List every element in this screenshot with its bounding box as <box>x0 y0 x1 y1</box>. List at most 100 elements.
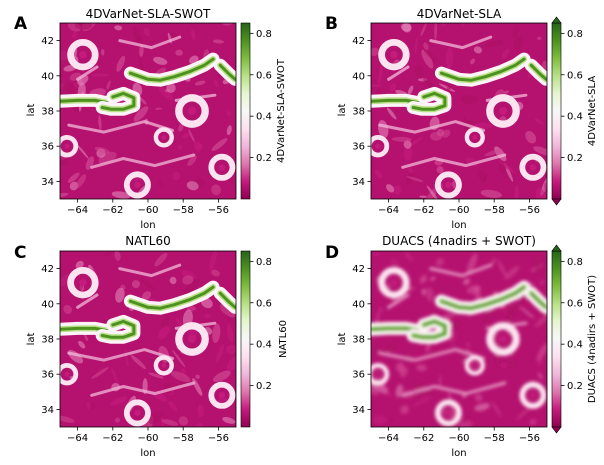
texture-blob <box>477 169 487 183</box>
texture-blob <box>111 191 131 199</box>
texture-blob <box>143 27 151 37</box>
eddy-core <box>161 363 167 368</box>
texture-blob <box>513 35 524 51</box>
x-tick-label: −64 <box>378 205 399 216</box>
texture-blob <box>153 56 168 65</box>
texture-blob <box>379 307 383 313</box>
eddy-core <box>390 279 398 287</box>
texture-blob <box>116 55 126 72</box>
texture-blob <box>161 419 179 426</box>
texture-blob <box>158 181 163 187</box>
y-tick-label: 36 <box>41 142 54 153</box>
y-tick-label: 34 <box>352 177 365 188</box>
texture-blob <box>114 251 121 261</box>
texture-blob <box>386 184 395 193</box>
x-tick-label: −62 <box>102 205 123 216</box>
eddy-core <box>375 371 381 377</box>
jet-core <box>411 319 447 339</box>
texture-blob <box>426 185 440 199</box>
colorbar-extend-bottom <box>551 198 562 206</box>
texture-blob <box>466 284 482 294</box>
eddy-ring <box>153 127 174 148</box>
texture-blob <box>435 258 444 267</box>
texture-blob <box>211 269 220 277</box>
y-tick-label: 34 <box>352 405 365 416</box>
colorbar-label-b: 4DVarNet-SLA <box>587 76 598 147</box>
eddy-ring <box>123 171 151 199</box>
x-tick-label: −58 <box>484 433 505 444</box>
texture-blob <box>94 146 110 154</box>
jet-core <box>439 57 526 82</box>
x-tick-label: −58 <box>173 205 194 216</box>
eddy-core <box>445 409 452 417</box>
texture-blob <box>485 40 504 47</box>
colorbar-tick-label: 0.6 <box>567 70 583 81</box>
colorbar-gradient <box>551 22 562 200</box>
panel-letter-b: B <box>325 14 338 34</box>
colorbar-tick-label: 0.8 <box>567 257 583 268</box>
eddy-ring <box>464 355 485 376</box>
texture-blob <box>450 330 457 346</box>
texture-blob <box>226 356 236 371</box>
texture-blob <box>78 340 86 349</box>
texture-blob <box>483 309 494 324</box>
texture-blob <box>100 49 105 56</box>
colorbar-b: 0.2 0.4 0.6 0.8 <box>551 16 583 206</box>
texture-blob <box>441 23 446 27</box>
texture-blob <box>212 39 224 44</box>
jet-core <box>128 57 215 82</box>
texture-blob <box>403 146 413 161</box>
panel-title-d: DUACS (4nadirs + SWOT) <box>382 234 536 248</box>
x-tick-label: −64 <box>67 433 88 444</box>
texture-blob <box>480 189 502 199</box>
texture-blob <box>176 317 183 329</box>
y-tick-label: 40 <box>41 299 54 310</box>
colorbar-gradient <box>551 250 562 428</box>
colorbar-tick-label: 0.6 <box>256 70 272 81</box>
texture-blob <box>177 145 183 150</box>
colorbar-tick-label: 0.2 <box>567 153 583 164</box>
colorbar-a: 0.2 0.4 0.6 0.8 <box>240 22 272 200</box>
eddy-core <box>390 51 398 59</box>
eddy-core <box>472 135 478 140</box>
eddy-ring <box>378 267 410 299</box>
texture-blob <box>419 275 428 283</box>
y-tick-label: 36 <box>352 142 365 153</box>
texture-blob <box>215 344 225 363</box>
texture-blob <box>400 405 409 415</box>
texture-blob <box>540 280 545 285</box>
texture-blob <box>504 266 519 280</box>
texture-blob <box>445 47 454 69</box>
eddy-ring <box>434 399 462 427</box>
texture-blob <box>191 29 196 41</box>
texture-blob <box>491 257 497 266</box>
texture-blob <box>538 372 543 380</box>
eddy-ring <box>208 381 236 409</box>
texture-blob <box>219 303 236 318</box>
eddy-ring <box>67 267 99 299</box>
jet-core <box>439 285 526 310</box>
texture-blob <box>395 362 405 372</box>
x-tick-label: −60 <box>137 205 158 216</box>
x-axis-label-a: lon <box>140 220 155 231</box>
texture-blob <box>60 192 69 198</box>
texture-blob <box>421 49 434 69</box>
texture-blob <box>212 323 221 343</box>
heatmap-field <box>60 23 236 199</box>
texture-blob <box>544 182 547 197</box>
texture-blob <box>423 42 429 51</box>
filament <box>76 65 99 81</box>
eddy-ring <box>434 171 462 199</box>
texture-blob <box>407 136 423 147</box>
texture-blob <box>209 251 217 271</box>
x-tick-label: −60 <box>137 433 158 444</box>
texture-blob <box>474 403 490 412</box>
texture-blob <box>193 141 202 149</box>
texture-blob <box>484 148 503 157</box>
texture-blob <box>72 31 77 39</box>
texture-blob <box>537 359 544 368</box>
colorbar-tick-label: 0.4 <box>256 340 272 351</box>
texture-blob <box>419 195 427 198</box>
eddy-core <box>529 392 537 399</box>
jet-core <box>529 291 547 309</box>
